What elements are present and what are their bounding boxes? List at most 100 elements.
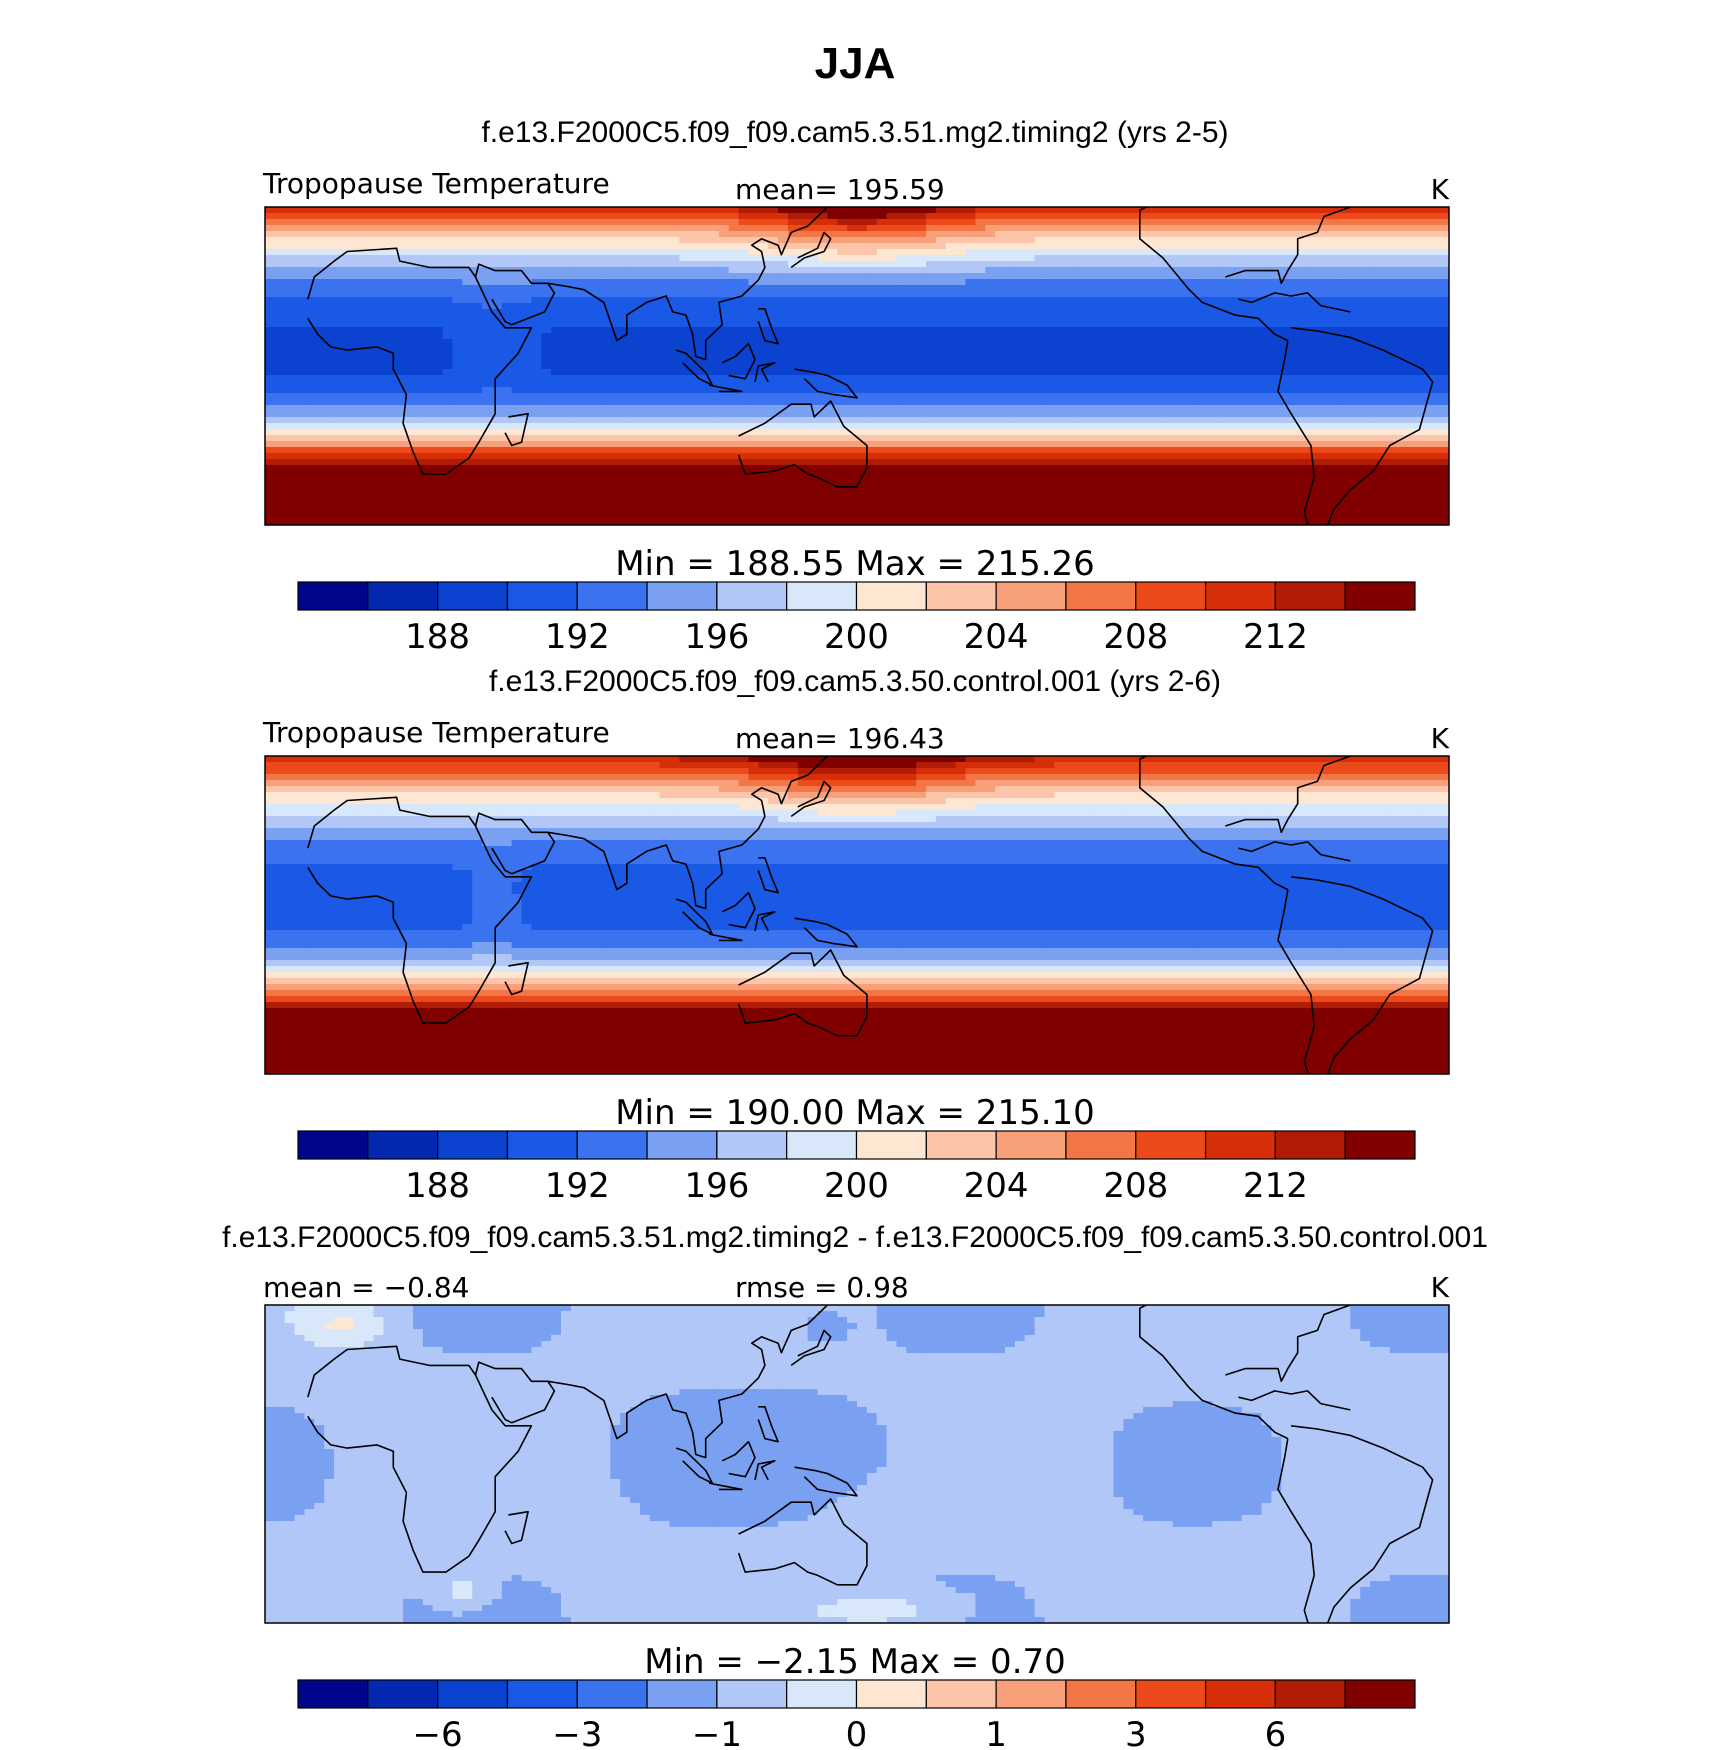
map-cell: [797, 387, 809, 394]
map-cell: [1153, 261, 1164, 268]
map-cell: [1192, 375, 1203, 382]
map-cell: [472, 219, 483, 226]
map-cell: [1034, 411, 1046, 418]
map-cell: [857, 321, 868, 328]
map-cell: [393, 333, 404, 340]
map-cell: [482, 315, 493, 322]
map-cell: [669, 369, 680, 376]
map-cell: [383, 393, 394, 400]
map-cell: [610, 447, 621, 454]
map-cell: [403, 333, 414, 340]
map-cell: [935, 363, 947, 370]
map-cell: [847, 231, 858, 238]
map-cell: [580, 387, 592, 394]
map-cell: [916, 303, 927, 310]
map-cell: [699, 297, 710, 304]
map-cell: [265, 297, 276, 304]
map-cell: [314, 249, 325, 256]
map-cell: [975, 381, 986, 388]
map-cell: [758, 417, 769, 424]
map-cell: [630, 279, 641, 286]
map-cell: [1182, 327, 1194, 334]
map-cell: [1370, 357, 1381, 364]
map-cell: [995, 255, 1006, 262]
map-cell: [314, 405, 325, 412]
map-cell: [1241, 351, 1253, 358]
map-cell: [580, 279, 592, 286]
map-cell: [600, 417, 611, 424]
map-cell: [827, 225, 838, 232]
map-cell: [511, 321, 523, 328]
map-cell: [649, 225, 661, 232]
map-cell: [1014, 399, 1026, 406]
map-cell: [857, 315, 868, 322]
map-cell: [501, 435, 513, 442]
map-cell: [403, 303, 414, 310]
map-cell: [343, 297, 355, 304]
map-cell: [1064, 345, 1075, 352]
map-cell: [1409, 255, 1420, 262]
map-cell: [511, 357, 523, 364]
map-cell: [383, 327, 394, 334]
map-cell: [1054, 225, 1065, 232]
map-cell: [600, 285, 611, 292]
map-cell: [1024, 387, 1036, 394]
map-cell: [916, 237, 927, 244]
map-cell: [817, 333, 828, 340]
map-cell: [1281, 213, 1292, 220]
map-cell: [274, 447, 286, 454]
map-cell: [403, 291, 414, 298]
map-cell: [324, 231, 335, 238]
map-cell: [1014, 369, 1026, 376]
map-cell: [985, 387, 996, 394]
map-cell: [1370, 441, 1381, 448]
map-cell: [511, 447, 523, 454]
map-cell: [294, 375, 306, 382]
map-cell: [1429, 327, 1440, 334]
map-cell: [1083, 273, 1095, 280]
map-cell: [432, 321, 444, 328]
map-cell: [1083, 249, 1095, 256]
map-cell: [1330, 381, 1342, 388]
map-cell: [965, 279, 976, 286]
map-cell: [778, 399, 789, 406]
map-cell: [1271, 273, 1282, 280]
map-cell: [1360, 261, 1371, 268]
map-cell: [639, 219, 651, 226]
map-cell: [531, 267, 542, 274]
map-cell: [343, 291, 355, 298]
map-cell: [590, 399, 602, 406]
map-cell: [561, 441, 572, 448]
map-cell: [847, 207, 858, 214]
map-cell: [1330, 249, 1342, 256]
map-cell: [728, 453, 740, 460]
map-cell: [679, 273, 690, 280]
map-cell: [541, 207, 552, 214]
map-cell: [1133, 285, 1144, 292]
map-cell: [1014, 309, 1026, 316]
map-cell: [1379, 225, 1391, 232]
map-cell: [1281, 303, 1292, 310]
map-cell: [1271, 417, 1282, 424]
map-cell: [403, 363, 414, 370]
map-cell: [659, 423, 671, 430]
map-cell: [491, 447, 503, 454]
map-cell: [669, 285, 680, 292]
map-cell: [718, 339, 730, 346]
map-cell: [797, 357, 809, 364]
map-cell: [965, 351, 976, 358]
map-cell: [1113, 345, 1124, 352]
map-cell: [699, 321, 710, 328]
map-cell: [1291, 219, 1302, 226]
map-cell: [689, 393, 700, 400]
map-cell: [1172, 351, 1184, 358]
map-cell: [699, 447, 710, 454]
map-cell: [1202, 309, 1213, 316]
map-cell: [1153, 357, 1164, 364]
map-cell: [827, 243, 838, 250]
map-cell: [758, 345, 769, 352]
map-cell: [1113, 423, 1124, 430]
map-cell: [935, 249, 947, 256]
map-cell: [778, 243, 789, 250]
map-cell: [590, 225, 602, 232]
